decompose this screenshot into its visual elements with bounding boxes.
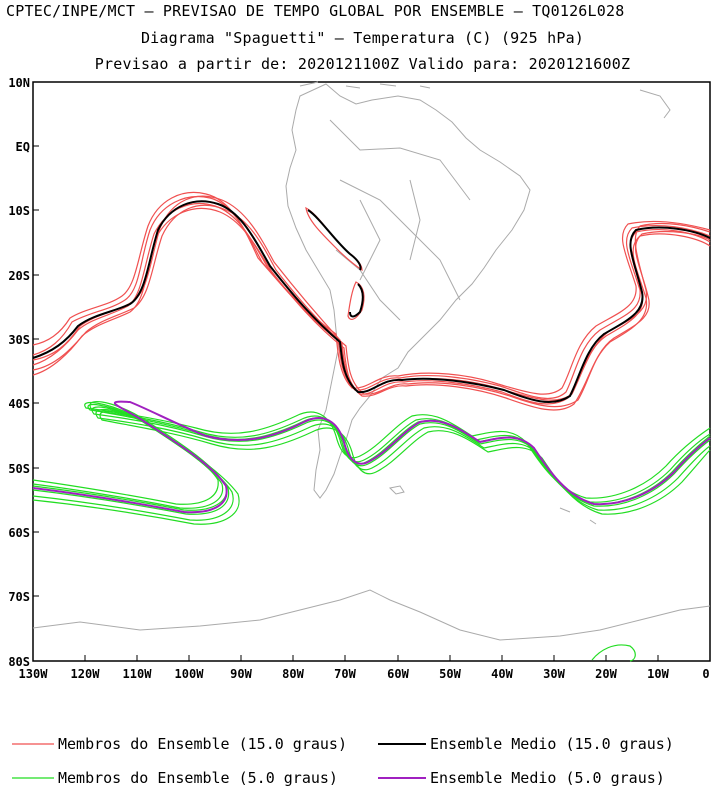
falklands xyxy=(388,485,405,495)
lon-label: 50W xyxy=(439,667,461,681)
lat-label: 10S xyxy=(8,204,30,218)
member-5-antarctic xyxy=(591,644,636,662)
lat-label: 70S xyxy=(8,590,30,604)
member-15-line xyxy=(32,204,711,408)
lat-axis: 10N EQ 10S 20S 30S 40S 50S 60S 70S 80S xyxy=(8,76,39,669)
mean-15-line xyxy=(32,200,711,403)
mean-15-andes xyxy=(307,209,364,318)
lon-axis: 130W 120W 110W 100W 90W 80W 70W 60W 50W … xyxy=(19,655,711,681)
lon-label: 130W xyxy=(19,667,49,681)
member-15-line xyxy=(32,192,711,395)
andes-blob-15 xyxy=(305,206,363,272)
lon-label: 40W xyxy=(491,667,513,681)
south-america-coast xyxy=(285,81,531,499)
legend-members-5: Membros do Ensemble (5.0 graus) xyxy=(58,769,338,787)
lon-label: 10W xyxy=(647,667,669,681)
title-line-2: Diagrama "Spaguetti" — Temperatura (C) (… xyxy=(140,29,585,47)
country-borders xyxy=(329,119,471,321)
lat-label: 80S xyxy=(8,655,30,669)
lon-label: 120W xyxy=(71,667,101,681)
lat-label: 30S xyxy=(8,333,30,347)
antarctica-coast xyxy=(32,589,711,641)
lon-label: 30W xyxy=(543,667,565,681)
lat-label: 60S xyxy=(8,526,30,540)
map-frame xyxy=(32,81,711,662)
lon-label: 90W xyxy=(230,667,252,681)
lon-label: 60W xyxy=(387,667,409,681)
coastlines xyxy=(32,81,711,641)
legend-mean-5: Ensemble Medio (5.0 graus) xyxy=(430,769,665,787)
legend-members-15: Membros do Ensemble (15.0 graus) xyxy=(58,735,347,753)
member-15-line xyxy=(32,207,711,411)
members-5-group xyxy=(32,400,711,662)
lat-label: 20S xyxy=(8,269,30,283)
lat-label: 10N xyxy=(8,76,30,90)
mean-5-line xyxy=(32,400,711,514)
member-15-line xyxy=(32,202,711,405)
lon-label: 110W xyxy=(123,667,153,681)
lon-label: 0 xyxy=(702,667,709,681)
south-georgia xyxy=(559,507,597,525)
lon-label: 100W xyxy=(175,667,205,681)
title-line-1: CPTEC/INPE/MCT — PREVISAO DE TEMPO GLOBA… xyxy=(6,2,625,20)
caribbean-islands xyxy=(345,83,671,119)
lat-label: 50S xyxy=(8,462,30,476)
member-5-line xyxy=(32,410,711,525)
lon-label: 70W xyxy=(334,667,356,681)
title-line-3: Previsao a partir de: 2020121100Z Valido… xyxy=(94,55,631,73)
lon-label: 20W xyxy=(595,667,617,681)
andes-blob-15 xyxy=(347,281,365,320)
lat-label: EQ xyxy=(16,140,30,154)
legend-mean-15: Ensemble Medio (15.0 graus) xyxy=(430,735,674,753)
lat-label: 40S xyxy=(8,397,30,411)
lon-label: 80W xyxy=(282,667,304,681)
